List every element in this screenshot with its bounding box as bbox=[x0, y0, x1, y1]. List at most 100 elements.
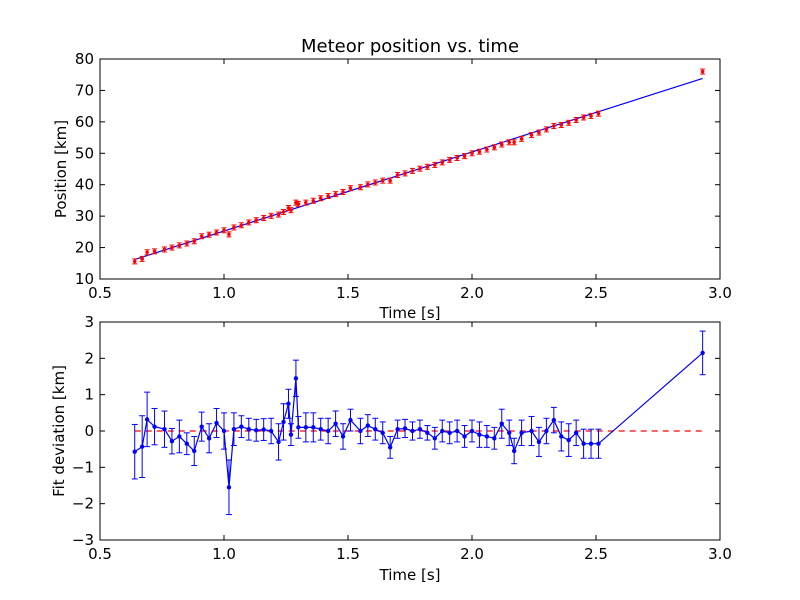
position-point bbox=[132, 259, 137, 264]
position-point bbox=[311, 198, 316, 203]
position-point bbox=[425, 165, 430, 169]
position-y-tick-label: 20 bbox=[75, 239, 94, 257]
deviation-point bbox=[573, 430, 579, 436]
position-points bbox=[132, 68, 706, 265]
deviation-point bbox=[566, 437, 571, 443]
position-point bbox=[222, 228, 226, 233]
position-axis-ticks: 0.5 1.0 1.5 2.0 2.5 3.0 10 20 30 40 50 60 70 80 bbox=[75, 50, 732, 302]
deviation-point bbox=[440, 428, 445, 434]
position-point bbox=[395, 173, 400, 177]
position-point bbox=[380, 178, 385, 183]
deviation-series bbox=[131, 330, 706, 516]
deviation-point bbox=[239, 424, 244, 429]
deviation-x-label: Time [s] bbox=[379, 566, 441, 584]
deviation-point bbox=[373, 426, 378, 432]
deviation-point bbox=[152, 424, 157, 429]
position-point bbox=[418, 166, 422, 171]
position-x-tick-label: 2.0 bbox=[460, 284, 484, 302]
deviation-point bbox=[177, 434, 182, 439]
deviation-point bbox=[318, 426, 323, 432]
position-point bbox=[232, 225, 236, 230]
position-point bbox=[358, 185, 363, 190]
position-point bbox=[388, 178, 392, 183]
deviation-point bbox=[254, 428, 259, 433]
position-y-label: Position [km] bbox=[52, 120, 70, 218]
deviation-point bbox=[214, 420, 219, 426]
position-point bbox=[581, 115, 586, 120]
position-point bbox=[589, 114, 593, 118]
deviation-point bbox=[281, 419, 286, 425]
position-x-tick-label: 1.5 bbox=[336, 284, 360, 302]
deviation-point bbox=[139, 444, 145, 449]
position-y-tick-label: 80 bbox=[75, 50, 94, 68]
deviation-point bbox=[226, 485, 232, 490]
position-point bbox=[269, 214, 273, 218]
position-point bbox=[348, 186, 353, 190]
deviation-point bbox=[162, 426, 167, 432]
position-point bbox=[199, 234, 204, 239]
deviation-point bbox=[231, 426, 237, 432]
position-x-tick-label: 1.0 bbox=[212, 284, 236, 302]
position-axes-frame bbox=[99, 58, 721, 280]
position-y-tick-label: 70 bbox=[75, 81, 94, 99]
position-point bbox=[326, 194, 330, 198]
position-point bbox=[447, 158, 452, 162]
position-point bbox=[214, 230, 219, 235]
deviation-x-tick-label: 0.5 bbox=[88, 545, 112, 563]
deviation-point bbox=[477, 432, 482, 437]
position-y-tick-label: 30 bbox=[75, 207, 94, 225]
deviation-point bbox=[261, 427, 266, 432]
deviation-x-tick-label: 1.0 bbox=[212, 545, 236, 563]
deviation-y-tick-label: 0 bbox=[84, 422, 94, 440]
deviation-y-tick-label: 3 bbox=[84, 313, 94, 331]
deviation-point bbox=[340, 434, 346, 439]
deviation-point bbox=[311, 425, 316, 430]
deviation-x-tick-label: 3.0 bbox=[708, 545, 732, 563]
deviation-point bbox=[544, 428, 549, 434]
position-point bbox=[566, 121, 571, 125]
deviation-point bbox=[348, 417, 353, 423]
deviation-plot: 0.5 1.0 1.5 2.0 2.5 3.0 3 2 1 0 −1 −2 −3 Time [s] Fi… bbox=[50, 313, 732, 584]
deviation-point bbox=[462, 434, 467, 439]
position-point bbox=[152, 249, 157, 254]
position-point bbox=[227, 232, 231, 237]
position-point bbox=[700, 69, 705, 74]
position-point bbox=[596, 111, 601, 116]
position-point bbox=[366, 182, 370, 187]
deviation-point bbox=[358, 428, 363, 434]
position-x-tick-label: 2.5 bbox=[584, 284, 608, 302]
deviation-point bbox=[333, 421, 338, 426]
deviation-point bbox=[293, 376, 299, 381]
position-point bbox=[537, 130, 541, 135]
deviation-point bbox=[395, 426, 400, 432]
deviation-point bbox=[410, 428, 415, 434]
deviation-y-tick-label: −2 bbox=[72, 495, 94, 513]
position-point bbox=[492, 145, 497, 150]
position-point bbox=[440, 160, 445, 165]
deviation-point bbox=[246, 426, 251, 432]
position-point bbox=[529, 133, 534, 137]
position-point bbox=[261, 216, 266, 220]
deviation-point bbox=[581, 441, 586, 446]
position-point bbox=[433, 163, 437, 167]
position-point bbox=[485, 147, 489, 152]
position-point bbox=[341, 190, 345, 194]
deviation-x-tick-label: 1.5 bbox=[336, 545, 360, 563]
deviation-y-label: Fit deviation [km] bbox=[50, 365, 68, 497]
deviation-point bbox=[432, 436, 437, 441]
deviation-y-tick-label: −1 bbox=[72, 458, 94, 476]
deviation-axis-ticks: 0.5 1.0 1.5 2.0 2.5 3.0 3 2 1 0 −1 −2 −3 bbox=[72, 313, 732, 563]
position-point bbox=[318, 196, 323, 201]
deviation-point bbox=[484, 434, 490, 439]
position-point bbox=[281, 210, 286, 214]
deviation-y-tick-label: 2 bbox=[84, 349, 94, 367]
deviation-point bbox=[132, 449, 137, 454]
position-point bbox=[276, 212, 281, 217]
deviation-point bbox=[454, 428, 460, 434]
position-point bbox=[162, 247, 167, 252]
deviation-point bbox=[286, 401, 291, 406]
deviation-point bbox=[199, 424, 204, 429]
position-point bbox=[403, 171, 407, 176]
position-point bbox=[254, 218, 259, 223]
position-point bbox=[192, 239, 197, 244]
